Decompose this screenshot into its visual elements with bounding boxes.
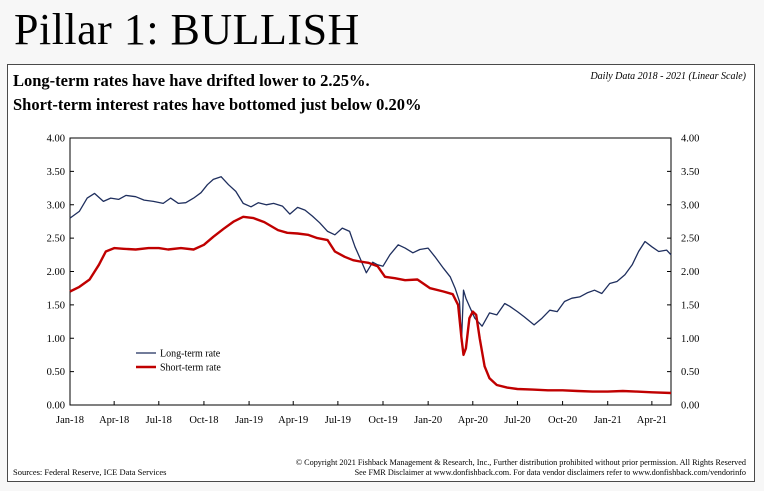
y-tick-label-left: 1.50 — [47, 300, 65, 311]
y-tick-label-right: 1.50 — [681, 300, 699, 311]
y-axis-left: 0.00 0.50 1.00 1.50 2.00 2.50 3.00 3.50 4.00 — [47, 134, 74, 412]
y-axis-right: 0.00 0.50 1.00 1.50 2.00 2.50 3.00 3.50 4.00 — [667, 134, 699, 412]
series-lines — [69, 176, 672, 395]
y-tick-label-left: 1.00 — [47, 334, 65, 345]
y-tick-label-right: 0.00 — [681, 401, 699, 412]
y-tick-label-right: 1.00 — [681, 334, 699, 345]
x-tick-label: Jan-18 — [56, 415, 84, 426]
x-tick-label: Jul-19 — [325, 415, 351, 426]
y-tick-label-left: 2.50 — [47, 234, 65, 245]
x-tick-label: Apr-19 — [278, 415, 308, 426]
copyright-text: © Copyright 2021 Fishback Management & R… — [295, 458, 746, 467]
x-tick-label: Jan-21 — [594, 415, 622, 426]
y-tick-label-right: 4.00 — [681, 134, 699, 145]
y-tick-label-left: 0.50 — [47, 367, 65, 378]
chart-panel: Long-term rates have have drifted lower … — [7, 64, 755, 482]
x-tick-label: Oct-18 — [189, 415, 218, 426]
x-tick-label: Oct-19 — [368, 415, 397, 426]
short-term-rate-line — [69, 215, 672, 395]
y-tick-label-left: 3.00 — [47, 200, 65, 211]
y-tick-label-right: 2.50 — [681, 234, 699, 245]
legend-short-term-label: Short-term rate — [160, 363, 221, 374]
y-tick-label-left: 2.00 — [47, 267, 65, 278]
y-tick-label-right: 3.00 — [681, 200, 699, 211]
x-tick-label: Jan-20 — [414, 415, 442, 426]
x-tick-label: Apr-18 — [99, 415, 129, 426]
long-term-rate-line — [69, 176, 672, 343]
legend: Long-term rate Short-term rate — [136, 349, 221, 374]
x-tick-label: Apr-20 — [458, 415, 488, 426]
footer-copyright: © Copyright 2021 Fishback Management & R… — [296, 458, 746, 478]
x-tick-label: Jul-18 — [146, 415, 172, 426]
headline-short-term: Short-term interest rates have bottomed … — [13, 95, 422, 114]
scale-note: Daily Data 2018 - 2021 (Linear Scale) — [590, 71, 746, 82]
rates-chart: 0.00 0.50 1.00 1.50 2.00 2.50 3.00 3.50 4.00 0.0… — [47, 134, 700, 427]
x-tick-label: Jan-19 — [235, 415, 263, 426]
slide-title: Pillar 1: BULLISH — [14, 5, 360, 54]
x-axis: Jan-18 Apr-18 Jul-18 Oct-18 Jan-19 Apr-19 Jul-… — [56, 401, 667, 426]
y-tick-label-right: 2.00 — [681, 267, 699, 278]
y-tick-label-left: 4.00 — [47, 134, 65, 145]
x-tick-label: Apr-21 — [637, 415, 667, 426]
y-tick-label-right: 3.50 — [681, 167, 699, 178]
x-tick-label: Oct-20 — [548, 415, 577, 426]
headline-long-term: Long-term rates have have drifted lower … — [13, 71, 370, 90]
y-tick-label-right: 0.50 — [681, 367, 699, 378]
legend-long-term-label: Long-term rate — [160, 349, 221, 360]
source-note: Sources: Federal Reserve, ICE Data Servi… — [13, 467, 167, 477]
disclaimer-text: See FMR Disclaimer at www.donfishback.co… — [354, 468, 746, 477]
y-tick-label-left: 0.00 — [47, 401, 65, 412]
plot-frame — [69, 137, 672, 406]
y-tick-label-left: 3.50 — [47, 167, 65, 178]
x-tick-label: Jul-20 — [504, 415, 530, 426]
